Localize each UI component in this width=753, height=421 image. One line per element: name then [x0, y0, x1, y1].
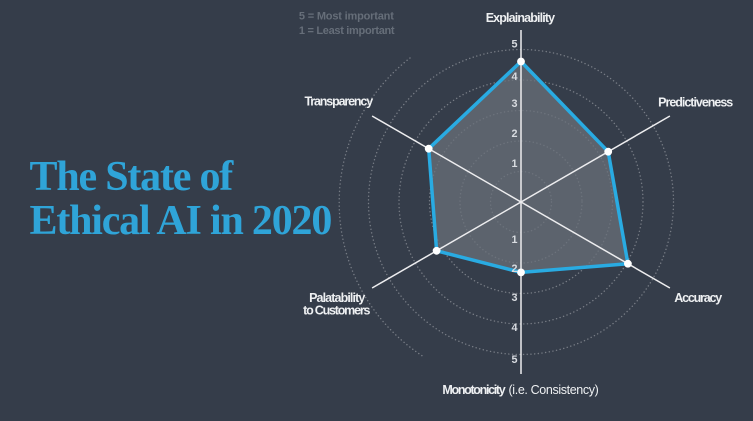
svg-text:Transparency: Transparency [304, 94, 373, 108]
svg-text:3: 3 [511, 292, 517, 304]
svg-text:4: 4 [511, 322, 517, 334]
svg-text:Monotonicity: Monotonicity [442, 383, 505, 397]
svg-text:1 = Least important: 1 = Least important [299, 25, 395, 37]
svg-text:5 = Most important: 5 = Most important [299, 10, 394, 22]
svg-text:1: 1 [511, 234, 517, 246]
svg-text:Predictiveness: Predictiveness [658, 95, 733, 109]
svg-text:Explainability: Explainability [486, 11, 555, 25]
svg-text:4: 4 [511, 71, 517, 83]
svg-text:5: 5 [511, 39, 517, 51]
svg-text:1: 1 [511, 158, 517, 170]
svg-text:Palatability: Palatability [309, 291, 365, 305]
svg-text:(i.e. Consistency): (i.e. Consistency) [509, 383, 599, 397]
svg-text:2: 2 [511, 263, 517, 275]
svg-text:5: 5 [511, 354, 517, 366]
svg-text:to Customers: to Customers [303, 303, 370, 317]
svg-text:3: 3 [511, 98, 517, 110]
svg-text:Accuracy: Accuracy [674, 291, 722, 305]
svg-text:2: 2 [511, 128, 517, 140]
